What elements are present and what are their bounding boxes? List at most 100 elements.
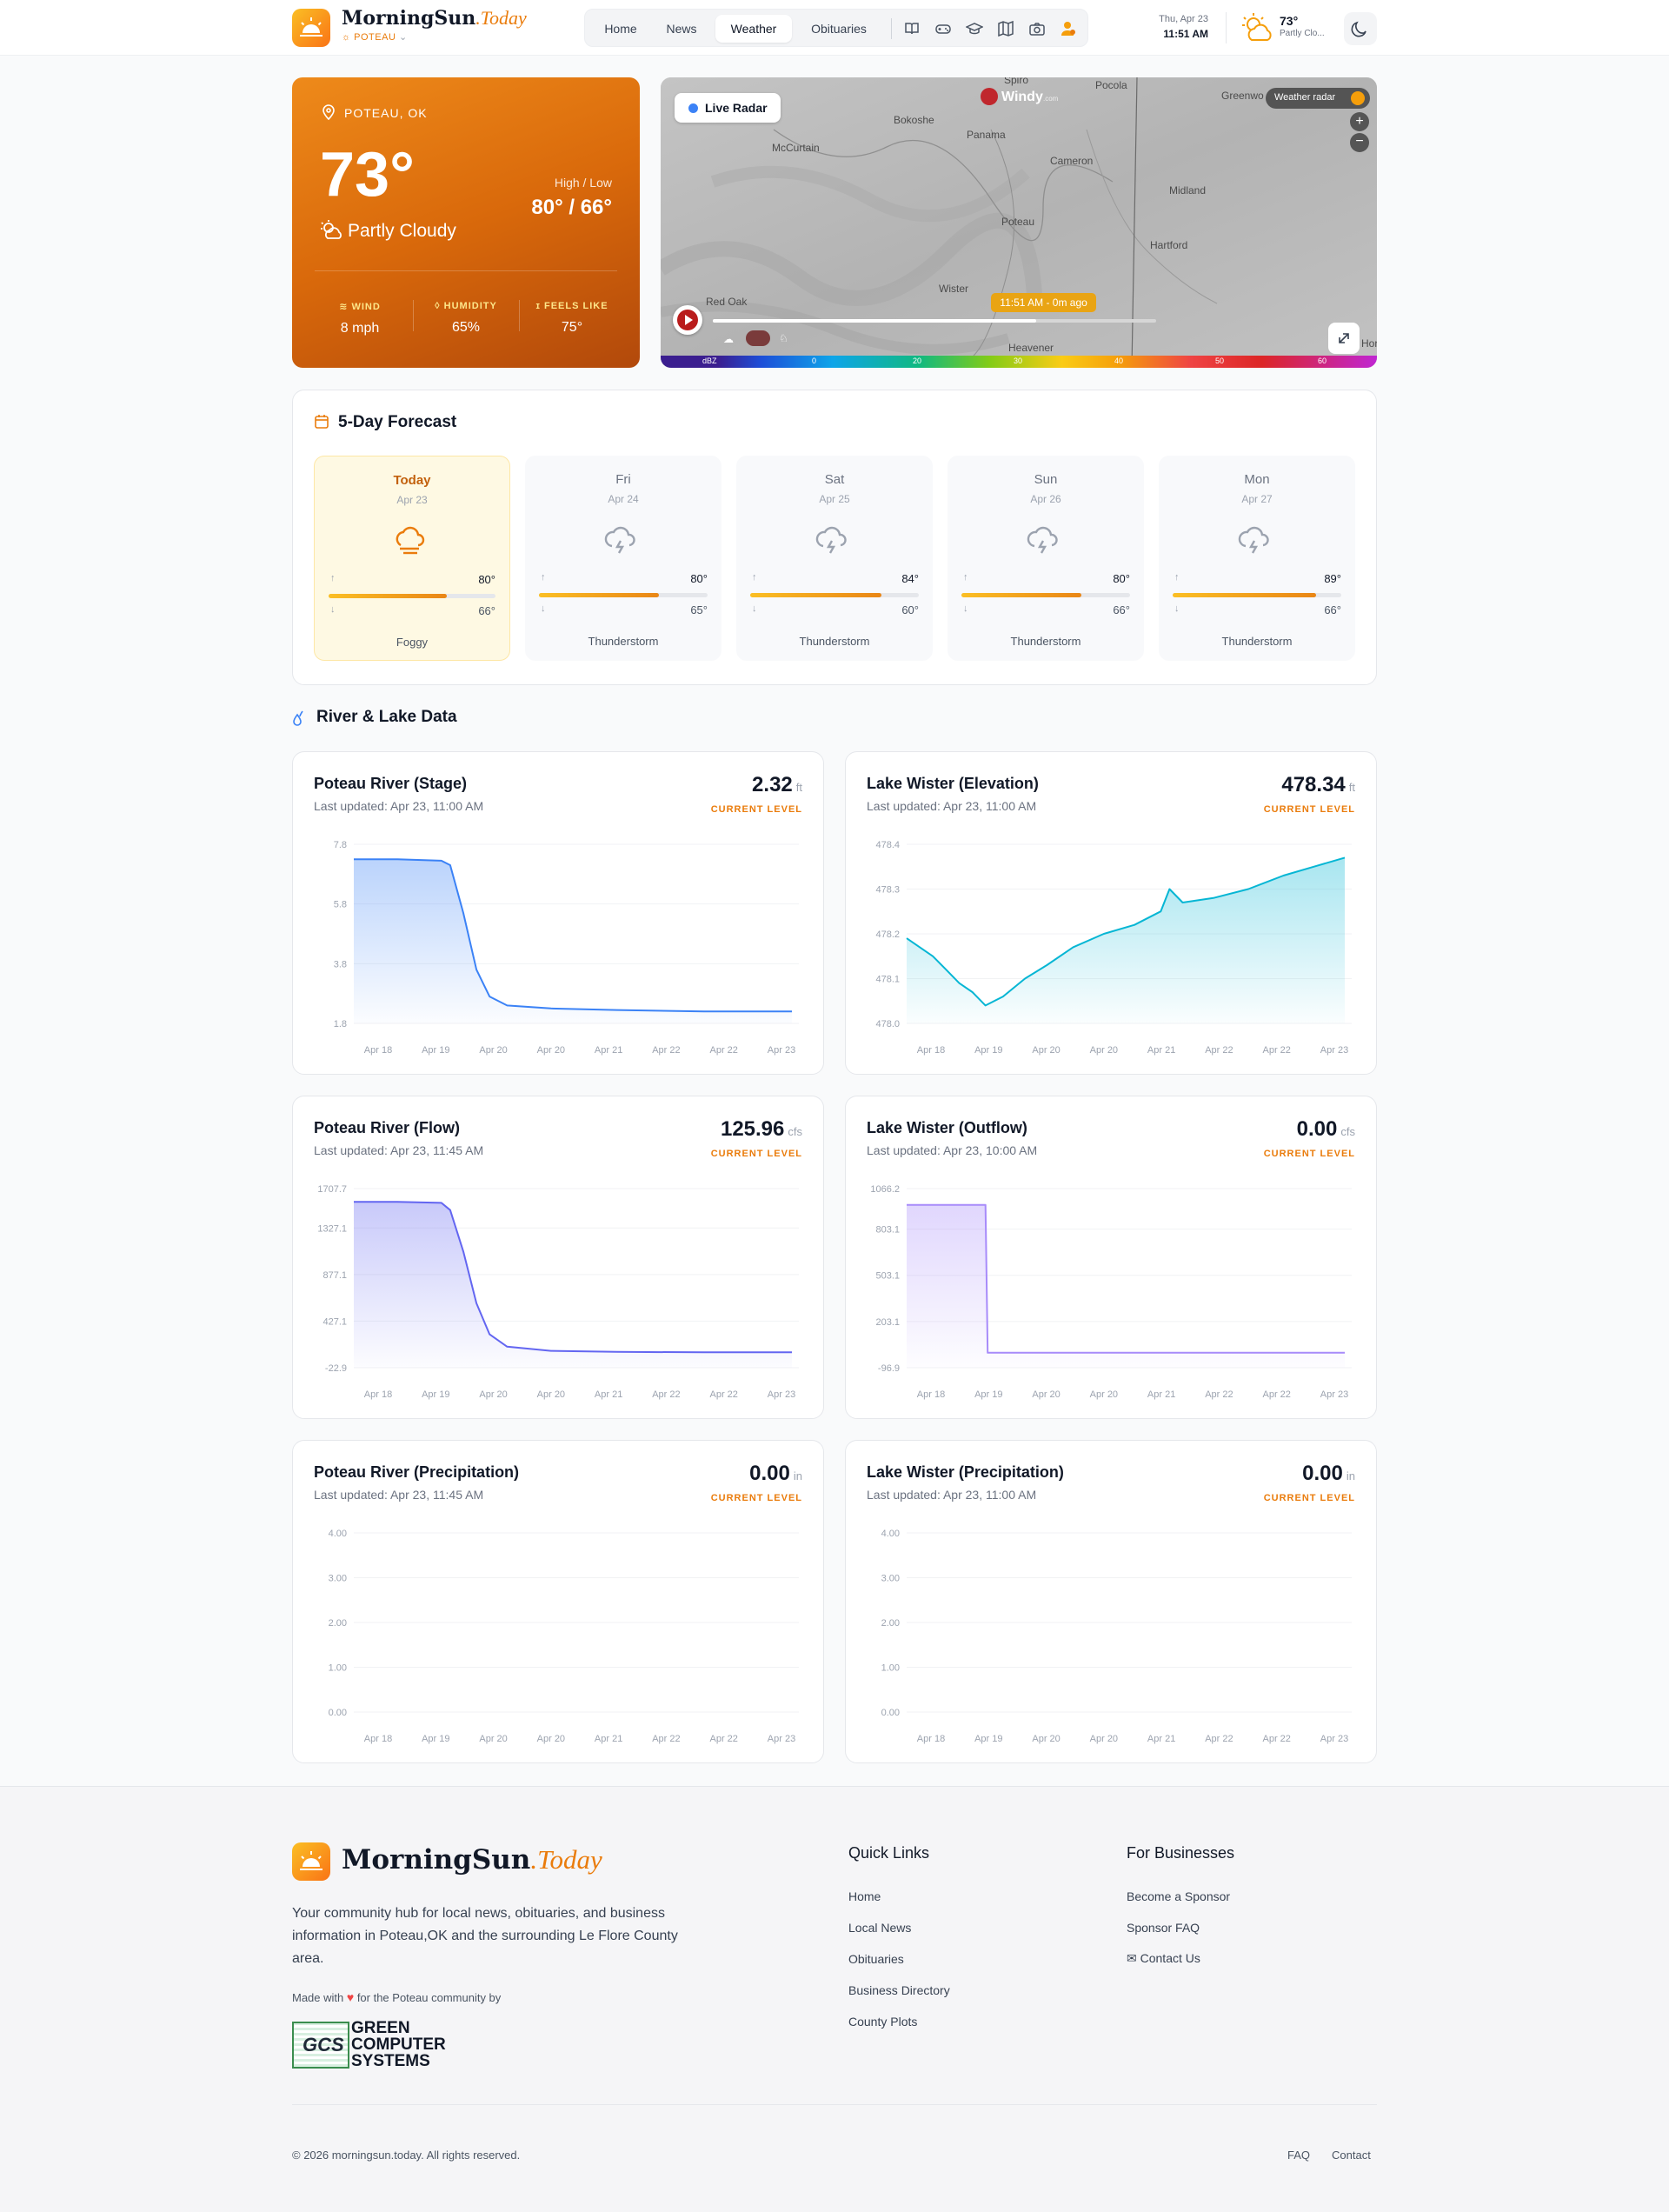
chart-plot[interactable]: 4.00 3.00 2.00 1.00 0.00 Apr 18 Apr 19 Apr 20 Ap… [293, 1441, 825, 1764]
cloud-layer-icon[interactable]: ☁ [723, 333, 734, 345]
chart-plot[interactable]: 478.4 478.3 478.2 478.1 478.0 Apr 18 Apr 19 Apr… [846, 752, 1378, 1076]
partly-cloudy-icon[interactable] [1241, 12, 1274, 43]
x-tick-label: Apr 23 [1320, 1734, 1348, 1744]
map-icon[interactable] [997, 20, 1014, 37]
footer-brand[interactable]: MorningSun.Today [342, 1844, 602, 1876]
dark-mode-button[interactable] [1344, 12, 1377, 45]
footer-link-contact-us[interactable]: ✉ Contact Us [1127, 1951, 1200, 1966]
y-tick-label: -96.9 [878, 1363, 900, 1374]
map-label: Cameron [1050, 155, 1094, 167]
fullscreen-button[interactable] [1328, 323, 1360, 354]
footer-link-become-sponsor[interactable]: Become a Sponsor [1127, 1889, 1231, 1903]
day-low: 66° [478, 604, 495, 617]
river-section-title: River & Lake Data [316, 708, 457, 726]
radar-map[interactable]: Spiro Pocola Greenwo Bokoshe McCurtain P… [661, 77, 1377, 368]
nav-obituaries[interactable]: Obituaries [811, 22, 867, 36]
footer-link-business-directory[interactable]: Business Directory [848, 1983, 950, 1997]
wind-icon: ≋ [339, 302, 349, 312]
x-tick-label: Apr 20 [537, 1045, 565, 1056]
forecast-title: 5-Day Forecast [338, 413, 457, 431]
x-tick-label: Apr 18 [917, 1734, 945, 1744]
arrow-up-icon: ↑ [752, 572, 757, 583]
nav-divider [891, 18, 892, 39]
arrow-down-icon: ↓ [752, 603, 757, 614]
map-label: Heavener [1008, 342, 1054, 354]
animal-layer-icon[interactable]: ♘ [779, 332, 788, 344]
footer-link-obituaries[interactable]: Obituaries [848, 1952, 904, 1966]
series-line [354, 858, 792, 1013]
footer-link-home[interactable]: Home [848, 1889, 881, 1903]
brand-name[interactable]: MorningSun.Today [342, 7, 527, 30]
current-value-number: 478.34 [1281, 773, 1346, 796]
play-icon [677, 310, 698, 330]
weather-radar-toggle[interactable]: Weather radar [1266, 88, 1370, 109]
temp-range-fill [539, 593, 659, 597]
y-tick-label: 478.0 [875, 1019, 900, 1029]
forecast-day-fri[interactable]: Fri Apr 24 ↑ 80° ↓ 65° Thunderstorm [525, 456, 721, 661]
forecast-day-sat[interactable]: Sat Apr 25 ↑ 84° ↓ 60° Thunderstorm [736, 456, 933, 661]
forecast-day-mon[interactable]: Mon Apr 27 ↑ 89° ↓ 66° Thunderstorm [1159, 456, 1355, 661]
chart-plot[interactable]: 1066.2 803.1 503.1 203.1 -96.9 Apr 18 Apr 19 Ap… [846, 1096, 1378, 1420]
temp-range-bar [1173, 593, 1341, 597]
arrow-down-icon: ↓ [963, 603, 968, 614]
footer-link-county-plots[interactable]: County Plots [848, 2015, 918, 2029]
day-low: 66° [1113, 603, 1130, 616]
x-tick-label: Apr 22 [1263, 1045, 1291, 1056]
live-radar-label: Live Radar [705, 101, 768, 115]
map-label: Bokoshe [894, 114, 934, 126]
zoom-out-button[interactable]: − [1350, 133, 1369, 152]
map-label: Panama [967, 129, 1006, 141]
user-icon[interactable] [1060, 20, 1077, 37]
sun-logo-icon[interactable] [292, 9, 330, 47]
day-condition: Foggy [396, 636, 429, 649]
moon-icon [1351, 21, 1366, 37]
nav-home[interactable]: Home [604, 22, 637, 36]
droplet-icon: ◊ [435, 301, 441, 311]
x-tick-label: Apr 23 [768, 1734, 795, 1744]
footer-contact-link[interactable]: Contact [1332, 2149, 1371, 2162]
chart-plot[interactable]: 7.8 5.8 3.8 1.8 Apr 18 Apr 19 Apr 20 Apr 20 Apr … [293, 752, 825, 1076]
camera-icon[interactable] [1028, 20, 1046, 37]
chart-card-lake-wister-elevation: Lake Wister (Elevation) Last updated: Apr… [845, 751, 1377, 1075]
location-selector[interactable]: ☼ POTEAU ⌄ [342, 31, 408, 43]
chart-plot[interactable]: 4.00 3.00 2.00 1.00 0.00 Apr 18 Apr 19 Apr 20 Ap… [846, 1441, 1378, 1764]
chart-updated: Last updated: Apr 23, 11:45 AM [314, 1488, 484, 1502]
chart-card-lake-wister-outflow: Lake Wister (Outflow) Last updated: Apr 2… [845, 1096, 1377, 1419]
game-controller-icon[interactable] [934, 20, 952, 37]
chart-plot[interactable]: 1707.7 1327.1 877.1 427.1 -22.9 Apr 18 Apr 19 A… [293, 1096, 825, 1420]
footer-link-sponsor-faq[interactable]: Sponsor FAQ [1127, 1921, 1200, 1935]
forecast-card: 5-Day Forecast Today Apr 23 ↑ 80° ↓ 66° Foggy F… [292, 390, 1377, 685]
x-tick-label: Apr 22 [710, 1734, 738, 1744]
radar-layer-icon[interactable] [746, 330, 770, 346]
radar-timeline[interactable] [713, 319, 1156, 323]
sun-logo-icon[interactable] [292, 1842, 330, 1881]
day-date: Apr 23 [396, 494, 428, 506]
x-tick-label: Apr 21 [1147, 1389, 1175, 1400]
book-icon[interactable] [903, 20, 921, 37]
live-radar-badge[interactable]: Live Radar [675, 93, 781, 123]
current-value-number: 0.00 [749, 1462, 790, 1485]
zoom-in-button[interactable]: + [1350, 112, 1369, 131]
footer-faq-link[interactable]: FAQ [1287, 2149, 1311, 2162]
gcs-logo[interactable]: GCS GREEN COMPUTER SYSTEMS [292, 2018, 457, 2070]
forecast-day-sun[interactable]: Sun Apr 26 ↑ 80° ↓ 66° Thunderstorm [948, 456, 1144, 661]
x-tick-label: Apr 21 [595, 1734, 622, 1744]
map-label: Pocola [1095, 79, 1127, 91]
current-value-unit: ft [795, 781, 802, 794]
x-tick-label: Apr 20 [1090, 1389, 1118, 1400]
sun-small-icon: ☼ [342, 32, 351, 43]
forecast-day-today[interactable]: Today Apr 23 ↑ 80° ↓ 66° Foggy [314, 456, 510, 661]
current-temp: 73° [320, 140, 415, 210]
graduation-cap-icon[interactable] [966, 20, 983, 37]
day-date: Apr 26 [1030, 493, 1061, 505]
x-tick-label: Apr 18 [917, 1389, 945, 1400]
x-tick-label: Apr 20 [479, 1389, 507, 1400]
play-button[interactable] [673, 305, 702, 335]
footer-link-local-news[interactable]: Local News [848, 1921, 912, 1935]
x-tick-label: Apr 22 [1205, 1045, 1233, 1056]
arrow-up-icon: ↑ [541, 572, 546, 583]
thunderstorm-icon [815, 526, 847, 554]
nav-weather[interactable]: Weather [715, 15, 792, 43]
nav-news[interactable]: News [666, 22, 697, 36]
temp-range-bar [961, 593, 1130, 597]
